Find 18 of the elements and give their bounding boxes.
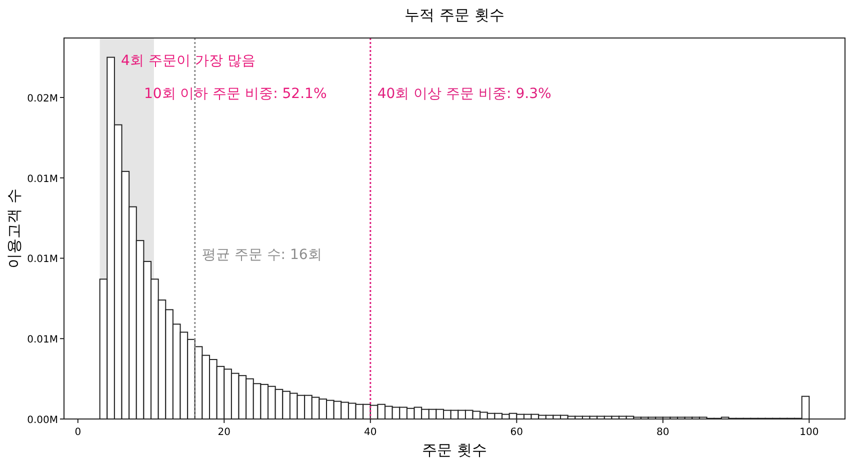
x-tick-label: 80 bbox=[656, 427, 670, 438]
y-tick-label: 0.01M bbox=[27, 174, 58, 185]
x-tick-label: 60 bbox=[510, 427, 524, 438]
y-tick-label: 0.02M bbox=[27, 93, 58, 104]
chart-title: 누적 주문 횟수 bbox=[404, 6, 504, 24]
y-tick-label: 0.01M bbox=[27, 334, 58, 346]
band-label: 10회 이하 주문 비중: 52.1% bbox=[144, 86, 327, 102]
x-axis-title: 주문 횟수 bbox=[422, 441, 487, 459]
y-tick-label: 0.00M bbox=[27, 415, 58, 426]
y-axis-title: 이용고객 수 bbox=[5, 188, 23, 268]
x-tick-label: 20 bbox=[218, 427, 231, 438]
ref-line-label: 평균 주문 수: 16회 bbox=[202, 247, 322, 263]
y-tick-label: 0.01M bbox=[27, 254, 58, 266]
x-tick-label: 40 bbox=[364, 427, 377, 438]
x-tick-label: 100 bbox=[800, 427, 819, 438]
x-tick-label: 0 bbox=[74, 427, 82, 438]
annotation: 4회 주문이 가장 많음 bbox=[121, 53, 256, 69]
ref-line-label: 40회 이상 주문 비중: 9.3% bbox=[377, 86, 552, 102]
